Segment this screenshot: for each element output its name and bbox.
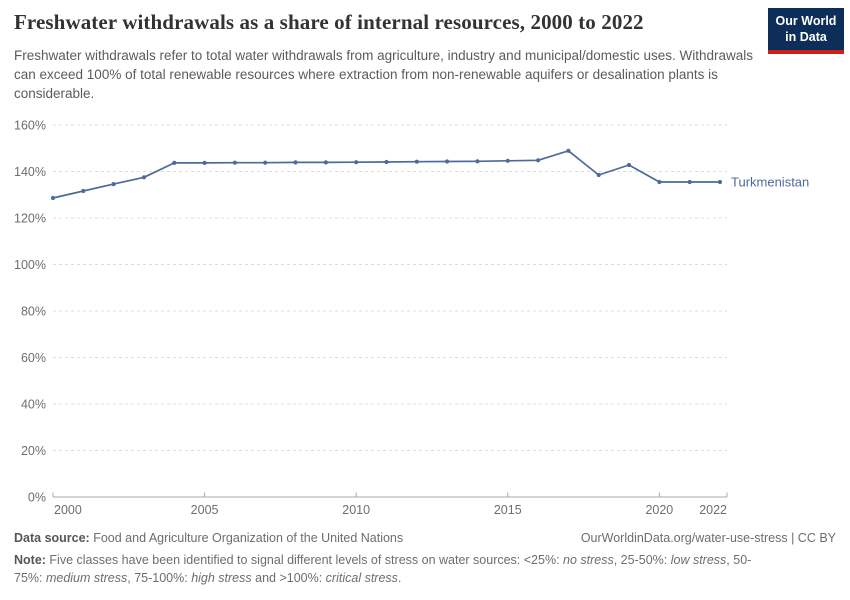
x-axis-label-2015: 2015 xyxy=(494,503,522,517)
owid-logo-red-bar xyxy=(768,50,844,55)
data-point-2022[interactable] xyxy=(717,179,723,185)
y-axis-label-160: 160% xyxy=(14,118,46,132)
data-point-2005[interactable] xyxy=(202,160,207,165)
data-point-2003[interactable] xyxy=(141,175,147,180)
data-point-2017[interactable] xyxy=(566,148,571,153)
owid-logo-text: Our World in Data xyxy=(768,8,844,51)
data-point-2019[interactable] xyxy=(626,162,632,168)
data-point-2011[interactable] xyxy=(384,159,389,165)
y-axis-label-100: 100% xyxy=(14,258,46,272)
chart-subtitle: Freshwater withdrawals refer to total wa… xyxy=(14,48,754,102)
data-point-2001[interactable] xyxy=(81,188,86,194)
data-point-2006[interactable] xyxy=(232,160,237,165)
data-point-2016[interactable] xyxy=(536,158,541,163)
data-point-2012[interactable] xyxy=(414,159,419,164)
x-axis-label-2022: 2022 xyxy=(699,503,727,517)
owid-logo[interactable]: Our World in Data xyxy=(768,8,844,55)
footer-note: Note: Five classes have been identified … xyxy=(14,553,752,585)
data-point-2000[interactable] xyxy=(50,195,56,201)
y-axis-label-120: 120% xyxy=(14,211,46,225)
y-axis-label-80: 80% xyxy=(21,304,46,318)
series-label-turkmenistan[interactable]: Turkmenistan xyxy=(731,174,809,189)
y-axis-label-0: 0% xyxy=(28,490,46,504)
data-point-2009[interactable] xyxy=(323,160,328,165)
data-source: Data source: Food and Agriculture Organi… xyxy=(14,531,403,545)
data-point-2007[interactable] xyxy=(263,160,268,165)
x-axis-label-2010: 2010 xyxy=(342,503,370,517)
y-axis-label-140: 140% xyxy=(14,165,46,179)
line-chart-canvas[interactable]: 0% 20% 40% 60% 80% 100% 120% 140% 160% 2000 2005 20… xyxy=(0,108,850,528)
x-axis-label-2000: 2000 xyxy=(54,503,82,517)
data-point-2014[interactable] xyxy=(475,159,480,164)
owid-url-link[interactable]: OurWorldinData.org/water-use-stress | CC… xyxy=(580,531,836,545)
y-axis-label-60: 60% xyxy=(21,351,46,365)
turkmenistan-line[interactable] xyxy=(52,149,721,199)
data-point-2008[interactable] xyxy=(293,160,298,165)
data-point-2004[interactable] xyxy=(172,160,177,165)
footer-source-row: Data source: Food and Agriculture Organi… xyxy=(14,531,836,545)
data-point-2002[interactable] xyxy=(111,182,116,187)
data-point-2015[interactable] xyxy=(505,158,510,163)
x-axis-label-2020: 2020 xyxy=(645,503,673,517)
y-axis-label-40: 40% xyxy=(21,397,46,411)
data-point-2021[interactable] xyxy=(687,179,692,185)
y-axis-label-20: 20% xyxy=(21,444,46,458)
data-source-value: Food and Agriculture Organization of the… xyxy=(93,531,404,545)
chart-title: Freshwater withdrawals as a share of int… xyxy=(14,10,644,34)
data-point-2020[interactable] xyxy=(657,179,662,185)
data-point-2018[interactable] xyxy=(596,172,601,178)
data-source-label: Data source: xyxy=(14,531,90,545)
data-point-2010[interactable] xyxy=(354,160,359,165)
data-point-2013[interactable] xyxy=(445,159,450,164)
x-axis-label-2005: 2005 xyxy=(191,503,219,517)
